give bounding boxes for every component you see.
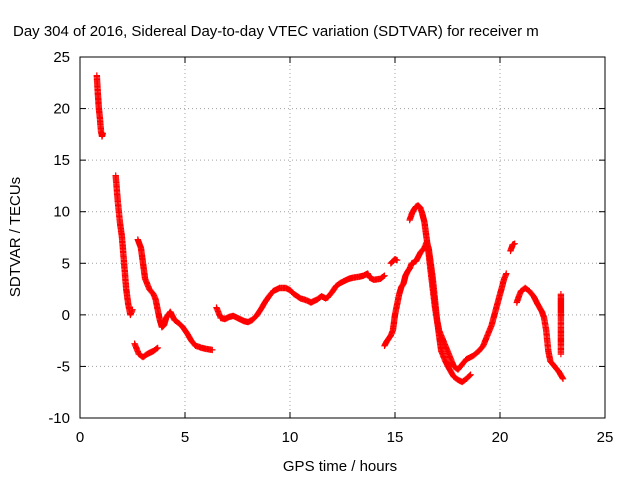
data-point-markers [387,256,401,267]
y-tick-label: 15 [53,152,70,169]
y-tick-label: 25 [53,49,70,66]
y-tick-label: 10 [53,204,70,221]
data-series-seg4 [134,236,216,354]
data-series-seg7 [387,256,401,267]
data-point-markers [131,340,161,361]
data-series-seg2 [112,172,136,319]
data-marks [93,72,567,386]
plot-frame [79,56,606,419]
data-series-seg10 [513,284,567,382]
y-tick-label: 5 [62,255,70,272]
data-series-seg8 [406,202,510,373]
grid-lines [80,57,605,418]
y-tick-label: 20 [53,101,70,118]
chart-title: Day 304 of 2016, Sidereal Day-to-day VTE… [13,23,539,40]
y-axis-label: SDTVAR / TECUs [7,177,24,297]
x-tick-label: 0 [76,429,84,446]
x-axis-label: GPS time / hours [283,458,397,475]
data-series-seg1 [93,72,106,140]
data-point-markers [213,270,388,326]
y-tick-label: -5 [57,358,70,375]
data-series-seg9 [507,240,518,255]
data-point-markers [112,172,136,319]
data-point-markers [557,291,565,358]
data-point-markers [513,284,567,382]
y-tick-label: -10 [48,410,70,427]
x-tick-label: 15 [387,429,404,446]
data-series-seg5 [213,270,388,326]
x-tick-label: 20 [492,429,509,446]
x-axis-ticks: 0 5 10 15 20 25 [76,57,614,446]
data-point-markers [134,236,216,354]
data-point-markers [507,240,518,255]
data-series-seg3 [131,340,161,361]
x-tick-label: 5 [181,429,189,446]
y-tick-label: 0 [62,307,70,324]
data-point-markers [93,72,106,140]
y-axis-ticks: -10 -5 0 5 10 15 20 25 [48,49,605,427]
x-tick-label: 10 [282,429,299,446]
data-series-seg11 [557,291,565,358]
data-point-markers [406,202,510,373]
x-tick-label: 25 [597,429,614,446]
